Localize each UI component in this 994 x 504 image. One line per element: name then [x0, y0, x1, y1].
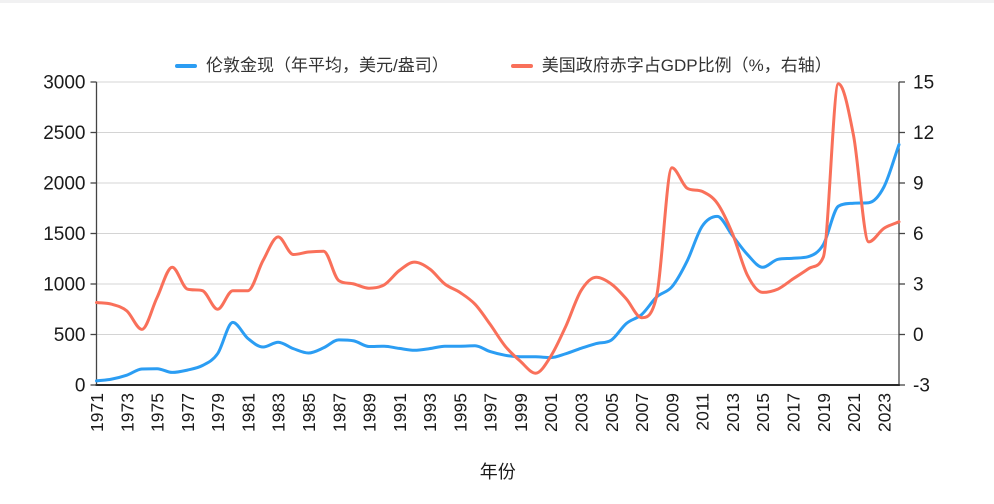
x-tick-label: 1979 [208, 393, 228, 432]
x-tick-label: 2003 [572, 393, 592, 432]
left-tick-label: 3000 [43, 73, 85, 94]
x-tick-label: 1977 [178, 393, 198, 432]
x-tick-label: 1999 [511, 393, 531, 432]
x-tick-label: 2007 [632, 393, 652, 432]
x-tick-label: 1985 [299, 393, 319, 432]
right-tick-label: 15 [913, 73, 934, 94]
x-tick-label: 2005 [602, 393, 622, 432]
right-tick-label: -3 [913, 376, 930, 397]
x-tick-label: 1983 [269, 393, 289, 432]
x-tick-label: 1989 [360, 393, 380, 432]
x-tick-label: 1997 [481, 393, 501, 432]
right-tick-label: 9 [913, 174, 924, 195]
x-tick-label: 2019 [814, 393, 834, 432]
right-tick-label: 6 [913, 224, 924, 245]
left-tick-label: 2500 [43, 123, 85, 144]
left-tick-label: 2000 [43, 174, 85, 195]
x-tick-label: 2011 [693, 393, 713, 431]
right-tick-label: 0 [913, 325, 924, 346]
legend-label-gold: 伦敦金现（年平均，美元/盎司） [206, 56, 449, 75]
right-tick-label: 12 [913, 123, 934, 144]
x-tick-label: 1975 [148, 393, 168, 432]
left-tick-label: 0 [75, 376, 86, 397]
x-tick-label: 2009 [662, 393, 682, 432]
x-tick-label: 2001 [541, 393, 561, 432]
legend-item-gold[interactable]: 伦敦金现（年平均，美元/盎司） [175, 56, 449, 76]
x-tick-label: 1995 [450, 393, 470, 432]
legend-item-deficit[interactable]: 美国政府赤字占GDP比例（%，右轴） [510, 56, 832, 76]
x-tick-label: 1973 [117, 393, 137, 432]
x-tick-label: 1991 [390, 393, 410, 432]
deficit-ratio-line [95, 82, 901, 375]
right-tick-label: 3 [913, 275, 924, 296]
x-tick-label: 1987 [329, 393, 349, 432]
chart-legend: 伦敦金现（年平均，美元/盎司） 美国政府赤字占GDP比例（%，右轴） [175, 56, 832, 76]
left-tick-label: 1000 [43, 275, 85, 296]
x-tick-label: 2013 [723, 393, 743, 432]
x-axis-title: 年份 [480, 462, 516, 482]
x-tick-label: 1971 [87, 393, 107, 432]
left-tick-label: 1500 [43, 224, 85, 245]
x-tick-label: 2021 [844, 393, 864, 432]
legend-label-deficit: 美国政府赤字占GDP比例（%，右轴） [541, 56, 832, 75]
x-tick-label: 2023 [874, 393, 894, 432]
x-tick-label: 1993 [420, 393, 440, 432]
gold-price-line [95, 143, 901, 383]
legend-swatch-deficit-icon [510, 64, 533, 68]
left-tick-label: 500 [54, 325, 86, 346]
legend-swatch-gold-icon [175, 64, 197, 68]
x-tick-label: 1981 [238, 393, 258, 432]
x-tick-label: 2015 [753, 393, 773, 432]
x-tick-label: 2017 [784, 393, 804, 432]
window-top-edge [0, 0, 994, 3]
